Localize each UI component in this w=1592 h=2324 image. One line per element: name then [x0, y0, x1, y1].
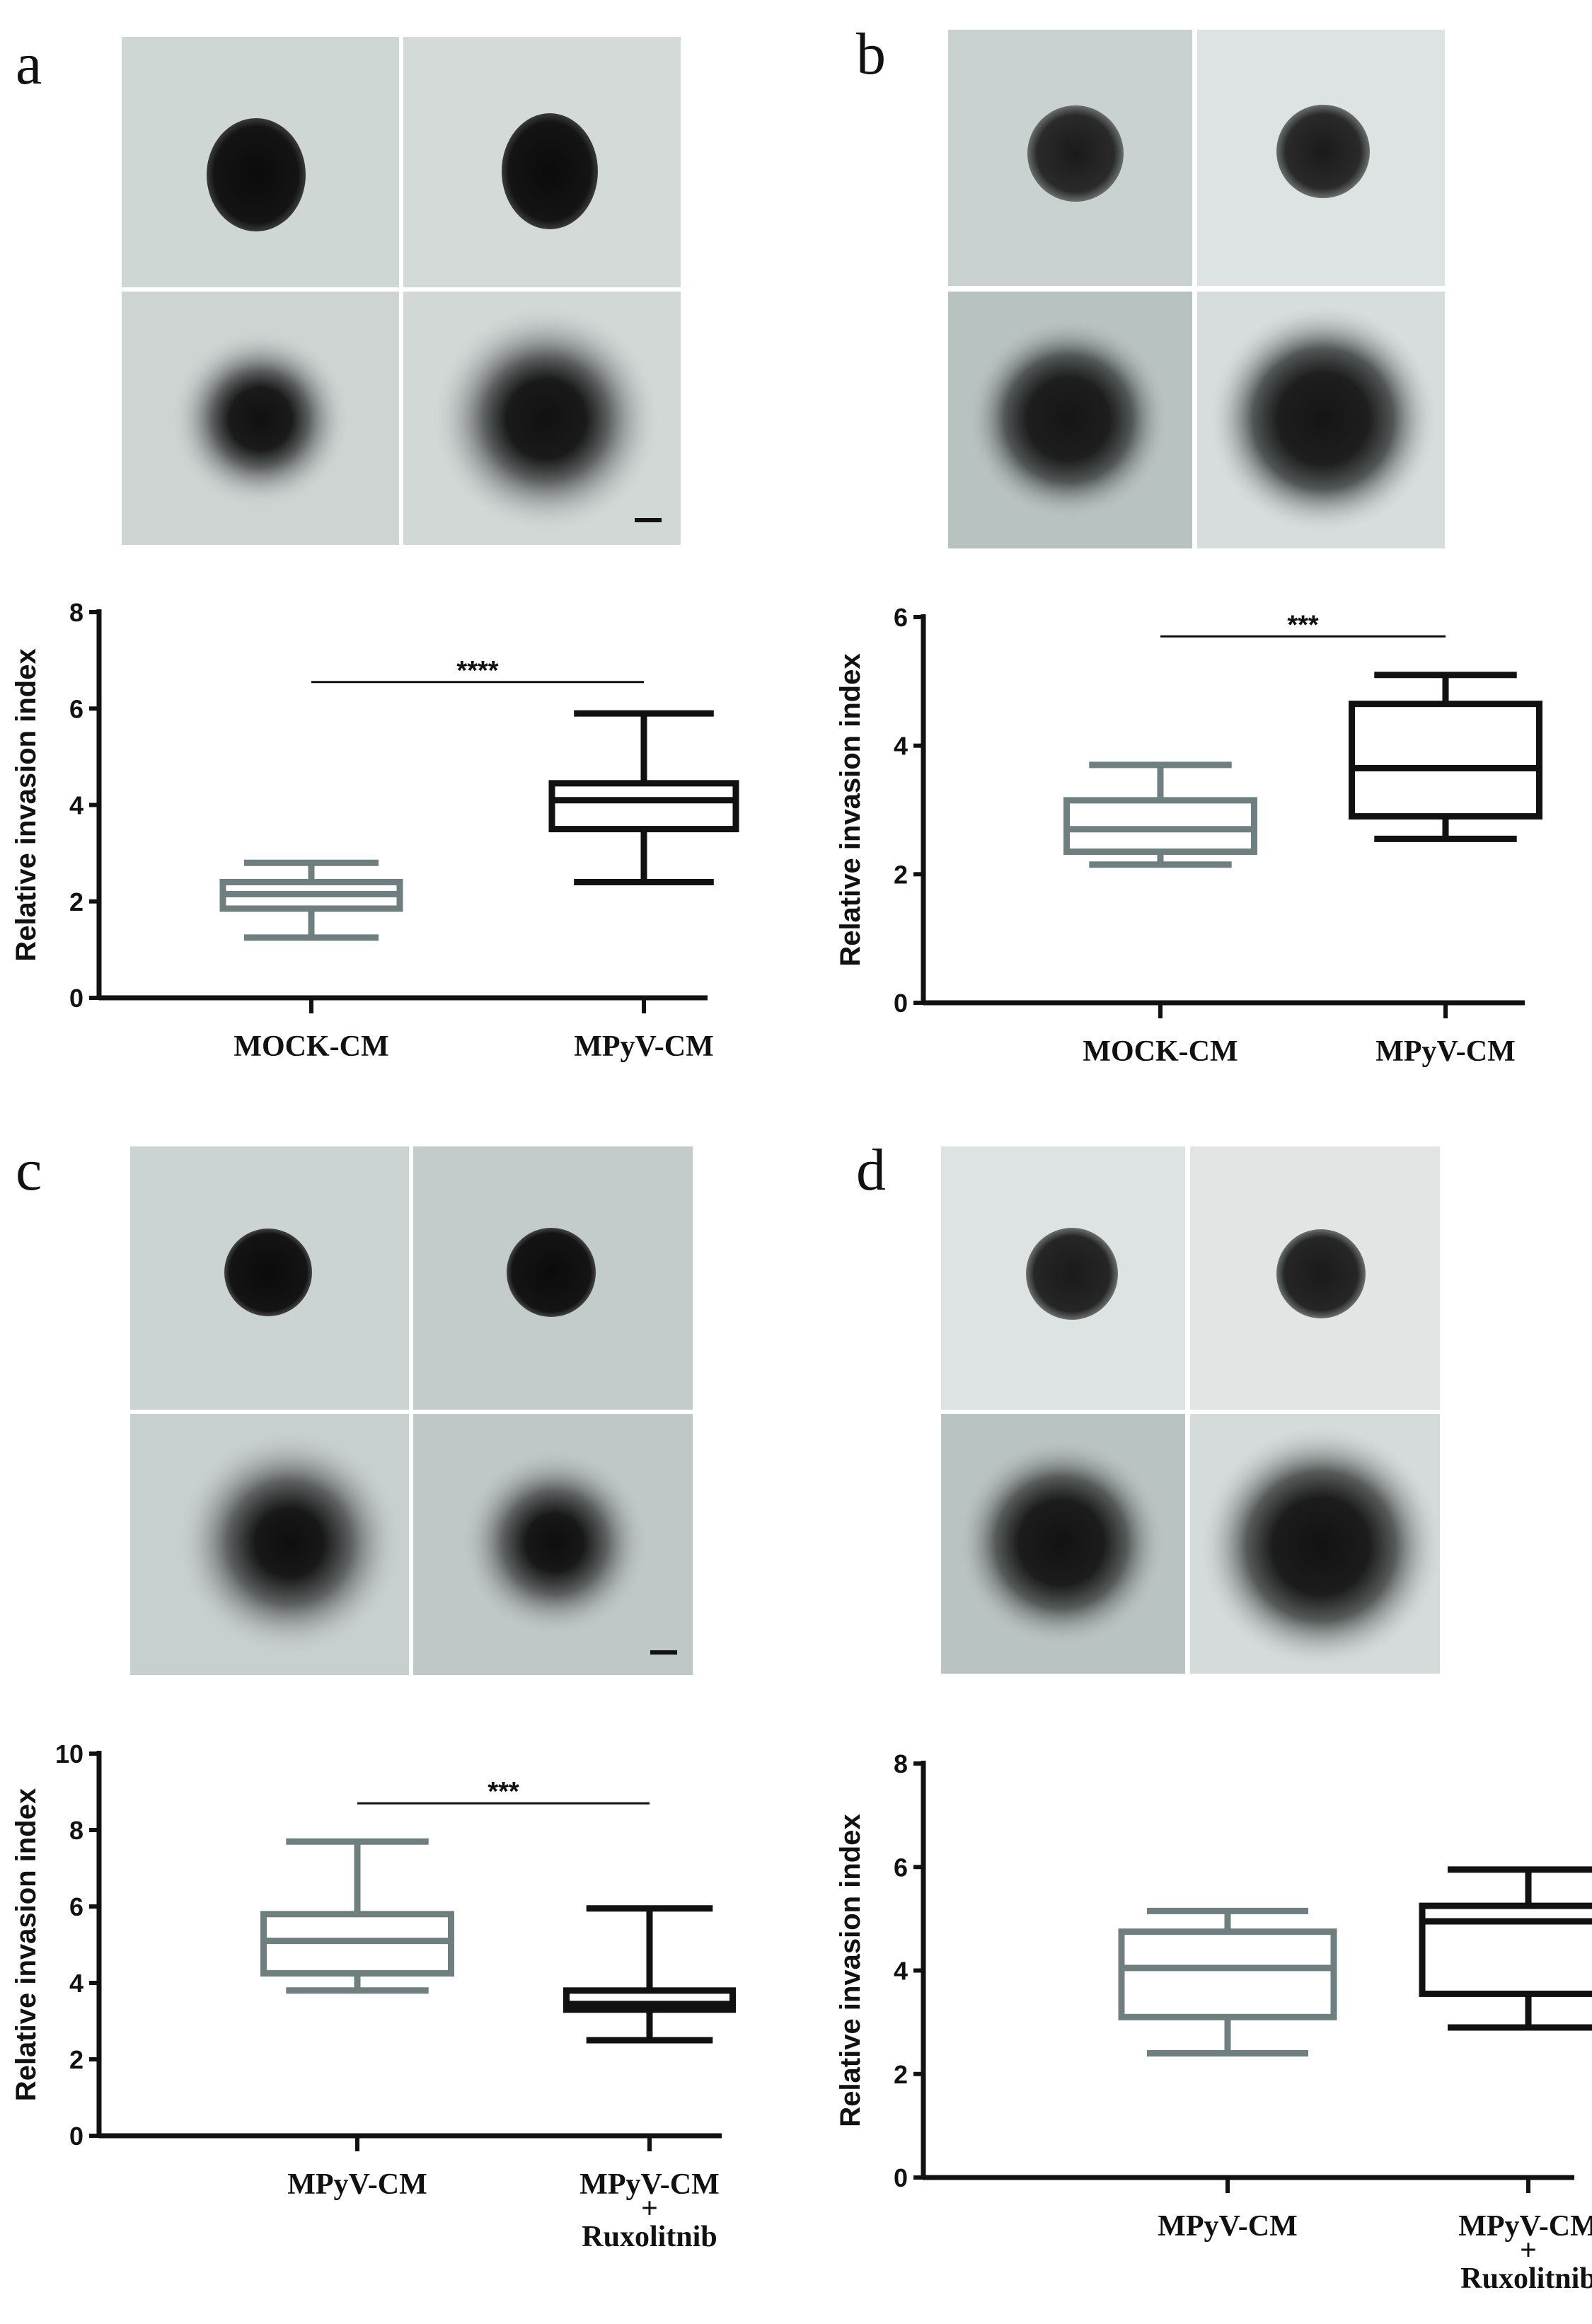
significance-label: *** [1287, 610, 1319, 640]
box-2 [563, 1905, 736, 2044]
y-tick-label: 8 [69, 1816, 83, 1845]
micrograph-grid-c [130, 1146, 693, 1675]
panel-letter-b: b [856, 21, 886, 87]
box-1 [219, 859, 403, 941]
spheroid-c-tr [507, 1228, 596, 1317]
spheroid-a-bl [172, 330, 349, 507]
box-1 [1118, 1907, 1337, 2056]
spheroid-c-bl [176, 1430, 403, 1656]
micrograph-grid-d [941, 1146, 1440, 1674]
x-category-label: MPyV-CM [287, 2168, 427, 2201]
spheroid-b-tl [1027, 105, 1124, 202]
box-iqr [1419, 1902, 1592, 1997]
y-tick-label: 10 [55, 1739, 83, 1768]
spheroid-d-tr [1276, 1229, 1366, 1318]
y-tick-label: 4 [69, 1969, 83, 1998]
x-category-label: MPyV-CM [574, 1030, 713, 1063]
spheroid-a-br [433, 306, 659, 532]
y-tick-label: 0 [894, 989, 908, 1018]
boxplot-a: 0 2 4 6 8 Relative invasion index MOCK-CM MPyV-… [11, 598, 739, 1063]
micrograph-grid-b [948, 30, 1445, 548]
y-tick-label: 2 [69, 2045, 83, 2074]
spheroid-b-tr [1276, 105, 1370, 198]
x-category-label: MOCK-CM [233, 1030, 388, 1063]
y-tick-label: 0 [69, 2122, 83, 2151]
plot-area-c: 0 2 4 6 8 10 Relative invasion index MPyV-CM MPy… [11, 1739, 736, 2253]
y-tick-label: 6 [894, 603, 908, 632]
y-axis-label: Relative invasion index [11, 1788, 42, 2101]
y-axis-label: Relative invasion index [835, 1814, 866, 2127]
spheroid-d-tl [1026, 1228, 1118, 1320]
boxplot-d: 0 2 4 6 8 Relative invasion index MPyV-CM MPyV-… [835, 1749, 1592, 2295]
y-axis-label: Relative invasion index [835, 653, 866, 966]
y-tick-label: 0 [894, 2163, 908, 2192]
x-category-label: MPyV-CM + Ruxolitnib [579, 2168, 719, 2253]
boxplot-b: 0 2 4 6 Relative invasion index MOCK-CM MPyV-C… [835, 603, 1542, 1068]
panel-letter-a: a [16, 31, 42, 97]
spheroid-a-tr [502, 113, 598, 229]
significance-label: **** [456, 656, 498, 686]
spheroid-b-br [1210, 306, 1436, 532]
x-category-label: MPyV-CM [1375, 1035, 1515, 1068]
box-iqr [548, 780, 739, 833]
y-tick-label: 6 [69, 694, 83, 723]
box-iqr [1063, 797, 1257, 856]
x-category-label: MPyV-CM [1158, 2210, 1297, 2243]
box-1 [260, 1838, 454, 1994]
y-tick-label: 2 [894, 860, 908, 889]
y-tick-label: 0 [69, 984, 83, 1013]
y-tick-label: 4 [894, 732, 908, 761]
spheroid-a-tl [207, 118, 306, 231]
box-iqr [1118, 1928, 1337, 2020]
y-axis-label: Relative invasion index [11, 648, 42, 961]
scale-bar-c [650, 1650, 677, 1655]
micrograph-grid-a [122, 37, 681, 545]
y-tick-label: 6 [69, 1892, 83, 1921]
scale-bar-a [635, 518, 662, 522]
box-iqr [1349, 701, 1542, 820]
spheroid-c-br [459, 1447, 650, 1638]
plot-area-a: 0 2 4 6 8 Relative invasion index MOCK-CM MPyV-… [11, 598, 739, 1063]
spheroid-d-br [1201, 1426, 1440, 1667]
plot-area-b: 0 2 4 6 Relative invasion index MOCK-CM MPyV-C… [835, 603, 1542, 1068]
spheroid-c-tl [224, 1229, 312, 1316]
y-tick-label: 6 [894, 1853, 908, 1882]
y-tick-label: 8 [894, 1749, 908, 1778]
significance-label: *** [488, 1777, 519, 1807]
y-tick-label: 2 [894, 2060, 908, 2089]
boxplot-c: 0 2 4 6 8 10 Relative invasion index MPyV-CM MPy… [11, 1739, 736, 2253]
spheroid-b-bl [966, 316, 1171, 522]
y-tick-label: 4 [894, 1957, 908, 1986]
box-2 [548, 710, 739, 885]
y-tick-label: 2 [69, 887, 83, 916]
x-category-label: MPyV-CM + Ruxolitnib [1458, 2210, 1592, 2295]
box-1 [1063, 761, 1257, 868]
box-2 [1419, 1866, 1592, 2031]
panel-letter-c: c [16, 1137, 42, 1203]
box-2 [1349, 672, 1542, 842]
plot-area-d: 0 2 4 6 8 Relative invasion index MPyV-CM MPyV-… [835, 1749, 1592, 2295]
x-category-label: MOCK-CM [1083, 1035, 1238, 1068]
box-iqr [563, 1987, 736, 2013]
y-tick-label: 4 [69, 791, 83, 820]
y-tick-label: 8 [69, 598, 83, 627]
spheroid-d-bl [955, 1437, 1167, 1649]
panel-letter-d: d [856, 1137, 886, 1203]
